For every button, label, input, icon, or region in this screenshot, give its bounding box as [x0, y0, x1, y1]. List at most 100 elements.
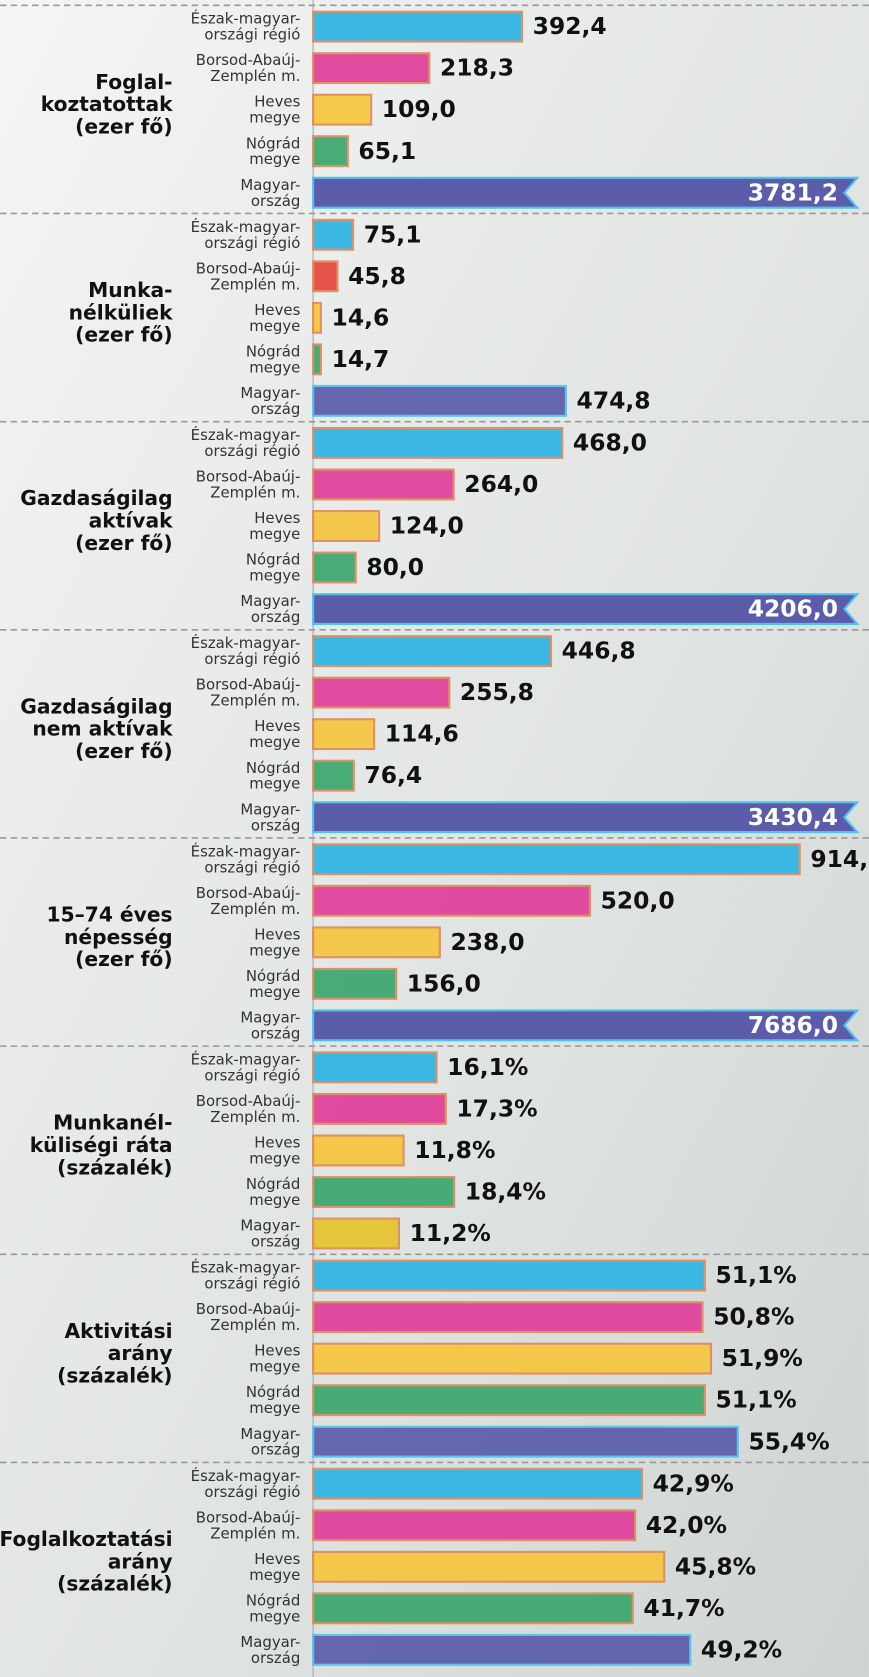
group-title: Foglalkoztatási arány (százalék) [0, 1526, 173, 1595]
category-label: Nógrád megye [246, 1175, 300, 1209]
bar [312, 926, 441, 959]
bar [312, 1134, 405, 1167]
bar [312, 426, 564, 459]
value-label: 255,8 [460, 678, 534, 706]
value-label: 42,0% [646, 1511, 727, 1539]
category-label: Heves megye [249, 509, 300, 543]
category-label: Magyar-ország [240, 1633, 300, 1667]
category-label: Magyar-ország [240, 384, 300, 418]
category-label: Heves megye [249, 925, 300, 959]
category-label: Magyar-ország [240, 1217, 300, 1251]
bar [312, 1176, 456, 1208]
value-label: 80,0 [366, 553, 424, 581]
bar [312, 1301, 704, 1334]
value-label: 446,8 [562, 637, 636, 665]
value-label: 474,8 [577, 386, 651, 414]
bar [312, 1259, 706, 1292]
value-label: 11,2% [410, 1219, 491, 1247]
bar [312, 1509, 637, 1542]
group-title: Munkanél-küliségi ráta (százalék) [30, 1110, 173, 1179]
value-label: 55,4% [748, 1427, 829, 1455]
value-label: 16,1% [447, 1053, 528, 1081]
category-label: Heves megye [249, 1134, 300, 1168]
category-label: Magyar-ország [240, 800, 300, 834]
category-label: Észak-magyar-országi régió [191, 218, 301, 252]
bar [312, 93, 373, 126]
bar [312, 1384, 706, 1417]
value-label: 51,1% [716, 1386, 797, 1414]
bar [312, 510, 381, 542]
bar-truncated [312, 176, 860, 209]
value-label: 11,8% [414, 1136, 495, 1164]
bar-truncated [312, 1009, 860, 1042]
category-label: Borsod-Abaúj-Zemplén m. [196, 1092, 301, 1126]
value-label: 76,4 [364, 761, 422, 789]
category-label: Észak-magyar-országi régió [191, 634, 301, 668]
category-label: Nógrád megye [246, 1591, 300, 1625]
bar-truncated [312, 593, 860, 626]
bar [312, 1592, 634, 1625]
value-label: 3781,2 [748, 178, 838, 206]
value-label: 17,3% [456, 1095, 537, 1123]
category-label: Észak-magyar-országi régió [191, 1467, 301, 1501]
group-title: Foglal-koztatottak (ezer fő) [41, 69, 173, 138]
bar [312, 1633, 692, 1666]
value-label: 45,8% [675, 1552, 756, 1580]
category-label: Heves megye [249, 1342, 300, 1376]
group-title: Gazdaságilag aktívak (ezer fő) [20, 486, 173, 555]
category-label: Észak-magyar-országi régió [191, 10, 301, 44]
category-label: Magyar-ország [240, 176, 300, 210]
category-label: Nógrád megye [246, 967, 300, 1001]
category-label: Borsod-Abaúj-Zemplén m. [196, 1300, 301, 1334]
value-label: 7686,0 [748, 1011, 838, 1039]
value-label: 218,3 [440, 54, 514, 82]
bar [312, 884, 592, 917]
bar [312, 843, 801, 876]
group-title: Munka-nélküliek (ezer fő) [69, 277, 173, 346]
bar [312, 551, 357, 584]
category-label: Heves megye [249, 717, 300, 751]
bar [312, 1467, 644, 1500]
category-label: Borsod-Abaúj-Zemplén m. [196, 1508, 301, 1542]
bar [312, 718, 376, 751]
bar [312, 635, 553, 668]
value-label: 156,0 [407, 969, 481, 997]
value-label: 914,0 [810, 845, 869, 873]
value-label: 520,0 [601, 886, 675, 914]
bar [312, 260, 339, 293]
bar [312, 1550, 666, 1583]
value-label: 114,6 [385, 720, 459, 748]
value-label: 3430,4 [748, 803, 838, 831]
bar [312, 135, 349, 168]
category-label: Borsod-Abaúj-Zemplén m. [196, 884, 301, 918]
category-label: Nógrád megye [246, 759, 300, 793]
category-label: Észak-magyar-országi régió [191, 842, 301, 876]
category-label: Borsod-Abaúj-Zemplén m. [196, 51, 301, 85]
value-label: 238,0 [450, 928, 524, 956]
value-label: 18,4% [465, 1178, 546, 1206]
group-title: Gazdaságilag nem aktívak (ezer fő) [20, 694, 173, 763]
category-label: Nógrád megye [246, 134, 300, 168]
bar [312, 1051, 438, 1084]
bar [312, 967, 398, 1000]
bar-truncated [312, 801, 860, 834]
bar [312, 10, 524, 43]
category-label: Heves megye [249, 93, 300, 127]
value-label: 41,7% [643, 1594, 724, 1622]
category-label: Heves megye [249, 301, 300, 335]
category-label: Nógrád megye [246, 1383, 300, 1417]
value-label: 264,0 [464, 470, 538, 498]
bar [312, 759, 355, 792]
category-label: Magyar-ország [240, 592, 300, 626]
category-label: Nógrád megye [246, 551, 300, 585]
category-label: Heves megye [249, 1550, 300, 1584]
value-label: 49,2% [701, 1635, 782, 1663]
bar [312, 676, 451, 709]
value-label: 50,8% [713, 1303, 794, 1331]
value-label: 124,0 [390, 512, 464, 540]
bar [312, 1217, 401, 1250]
bar [312, 52, 431, 85]
category-label: Borsod-Abaúj-Zemplén m. [196, 259, 301, 293]
value-label: 392,4 [533, 12, 607, 40]
